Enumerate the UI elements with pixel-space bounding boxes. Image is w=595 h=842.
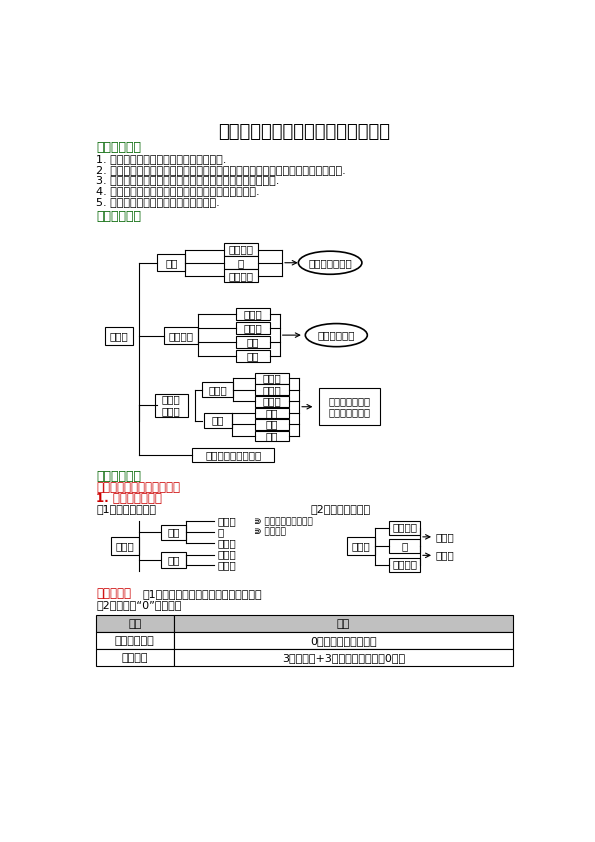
Text: 有理数: 有理数: [352, 541, 371, 552]
Text: 正有理数: 正有理数: [392, 523, 417, 533]
Text: 分类: 分类: [165, 258, 177, 268]
Text: 2. 理解并会用有理数的加、减、乘、除和乘方五种运算法则进行有理数的混合运算.: 2. 理解并会用有理数的加、减、乘、除和乘方五种运算法则进行有理数的混合运算.: [96, 164, 346, 174]
Text: 利用概念解题: 利用概念解题: [318, 330, 355, 340]
FancyBboxPatch shape: [155, 394, 187, 417]
Text: 作用: 作用: [128, 619, 142, 629]
Text: 倒数: 倒数: [246, 337, 259, 347]
FancyBboxPatch shape: [192, 448, 274, 462]
Text: 表示没有: 表示没有: [121, 653, 148, 663]
FancyBboxPatch shape: [164, 328, 198, 344]
FancyBboxPatch shape: [204, 413, 231, 429]
Text: 负有理数: 负有理数: [228, 271, 253, 281]
Text: 1. 理解正负数的意义，掌握有理数的概念.: 1. 理解正负数的意义，掌握有理数的概念.: [96, 154, 227, 164]
Text: 零: 零: [218, 527, 224, 537]
Text: 运算律: 运算律: [208, 385, 227, 395]
Text: 5. 体会数学知识中体现的一些数学思想.: 5. 体会数学知识中体现的一些数学思想.: [96, 197, 220, 207]
FancyBboxPatch shape: [389, 539, 420, 553]
Text: 要点诊断：: 要点诊断：: [96, 588, 131, 600]
Text: 负有理数: 负有理数: [392, 560, 417, 569]
Text: 数轴: 数轴: [246, 351, 259, 361]
Text: （1）按定义分类：: （1）按定义分类：: [96, 504, 156, 514]
Text: 非负数性质解题: 非负数性质解题: [308, 258, 352, 268]
FancyBboxPatch shape: [202, 382, 233, 397]
FancyBboxPatch shape: [236, 322, 270, 334]
Text: 有理数
的运算: 有理数 的运算: [162, 394, 181, 416]
FancyBboxPatch shape: [96, 616, 174, 632]
Text: 正分数: 正分数: [218, 550, 236, 560]
Text: 举例: 举例: [337, 619, 350, 629]
Text: 绝对值: 绝对值: [243, 323, 262, 333]
Text: 【要点梳理】: 【要点梳理】: [96, 471, 141, 483]
Text: 相反数: 相反数: [243, 309, 262, 319]
FancyBboxPatch shape: [255, 385, 289, 395]
Text: 《有理数》全章复习与巩固（基础）: 《有理数》全章复习与巩固（基础）: [218, 123, 390, 141]
Text: 零: 零: [402, 541, 408, 552]
Text: 利用运算律解有
理数的混合运算: 利用运算律解有 理数的混合运算: [328, 396, 371, 418]
Text: 0是自然数，是有理数: 0是自然数，是有理数: [310, 636, 377, 646]
FancyBboxPatch shape: [174, 649, 513, 666]
Text: 1. 有理数的分类：: 1. 有理数的分类：: [96, 492, 162, 505]
FancyBboxPatch shape: [105, 327, 133, 345]
Text: 要点一、有理数的相关概念: 要点一、有理数的相关概念: [96, 481, 180, 494]
Text: 正有理数: 正有理数: [228, 245, 253, 254]
Text: 有关概念: 有关概念: [169, 331, 194, 341]
Ellipse shape: [298, 251, 362, 274]
Text: 有理数: 有理数: [110, 331, 129, 341]
Text: 正整数: 正整数: [218, 516, 236, 526]
FancyBboxPatch shape: [320, 388, 380, 425]
FancyBboxPatch shape: [157, 254, 185, 271]
FancyBboxPatch shape: [161, 552, 186, 568]
Text: 科学记数法、近似数: 科学记数法、近似数: [205, 450, 261, 461]
Text: 3个苹果用+3表示，没有苹果用0表示: 3个苹果用+3表示，没有苹果用0表示: [282, 653, 405, 663]
FancyBboxPatch shape: [255, 408, 289, 418]
FancyBboxPatch shape: [236, 349, 270, 362]
Text: （2）按性质分类：: （2）按性质分类：: [311, 504, 371, 514]
Text: 整数: 整数: [167, 527, 180, 537]
FancyBboxPatch shape: [236, 308, 270, 321]
FancyBboxPatch shape: [224, 269, 258, 282]
FancyBboxPatch shape: [389, 520, 420, 535]
FancyBboxPatch shape: [255, 419, 289, 429]
FancyBboxPatch shape: [224, 256, 258, 269]
FancyBboxPatch shape: [255, 396, 289, 407]
Text: 乘除: 乘除: [266, 419, 278, 429]
Text: 非正数: 非正数: [436, 551, 454, 560]
Text: 【知识网络】: 【知识网络】: [96, 210, 141, 223]
Text: 结合律: 结合律: [262, 385, 281, 395]
FancyBboxPatch shape: [96, 632, 174, 649]
Text: 零: 零: [238, 258, 244, 268]
FancyBboxPatch shape: [161, 525, 186, 540]
Text: 有理数: 有理数: [115, 541, 134, 552]
Text: ⋑ 非负整数（自然数）: ⋑ 非负整数（自然数）: [254, 517, 313, 526]
FancyBboxPatch shape: [255, 373, 289, 384]
FancyBboxPatch shape: [174, 616, 513, 632]
Text: 加减: 加减: [266, 408, 278, 418]
Text: 交换律: 交换律: [262, 373, 281, 383]
FancyBboxPatch shape: [236, 336, 270, 349]
FancyBboxPatch shape: [347, 537, 375, 556]
Text: 分配律: 分配律: [262, 397, 281, 407]
Text: 分数: 分数: [167, 555, 180, 565]
Text: ⋑ 非正整数: ⋑ 非正整数: [254, 528, 286, 536]
Text: 算法: 算法: [211, 416, 224, 425]
Text: 表示数的性质: 表示数的性质: [115, 636, 155, 646]
FancyBboxPatch shape: [224, 243, 258, 256]
Text: 负整数: 负整数: [218, 538, 236, 548]
FancyBboxPatch shape: [389, 557, 420, 572]
Text: 乘方: 乘方: [266, 431, 278, 441]
Text: 非负数: 非负数: [436, 532, 454, 542]
Ellipse shape: [305, 323, 367, 347]
FancyBboxPatch shape: [111, 537, 139, 556]
FancyBboxPatch shape: [255, 430, 289, 441]
Text: 【学习目标】: 【学习目标】: [96, 141, 141, 154]
Text: 3. 学会借助数轴来理解绝对値、有理数比较大小等相关知识.: 3. 学会借助数轴来理解绝对値、有理数比较大小等相关知识.: [96, 175, 280, 185]
FancyBboxPatch shape: [96, 649, 174, 666]
Text: （2）有理数“0”的作用：: （2）有理数“0”的作用：: [96, 600, 181, 610]
Text: （1）用正数、负数表示相反意义的量；: （1）用正数、负数表示相反意义的量；: [143, 589, 262, 599]
Text: 4. 理解科学记数法及近似数的相关概念并能灵活应用.: 4. 理解科学记数法及近似数的相关概念并能灵活应用.: [96, 186, 259, 196]
FancyBboxPatch shape: [174, 632, 513, 649]
Text: 负分数: 负分数: [218, 560, 236, 570]
